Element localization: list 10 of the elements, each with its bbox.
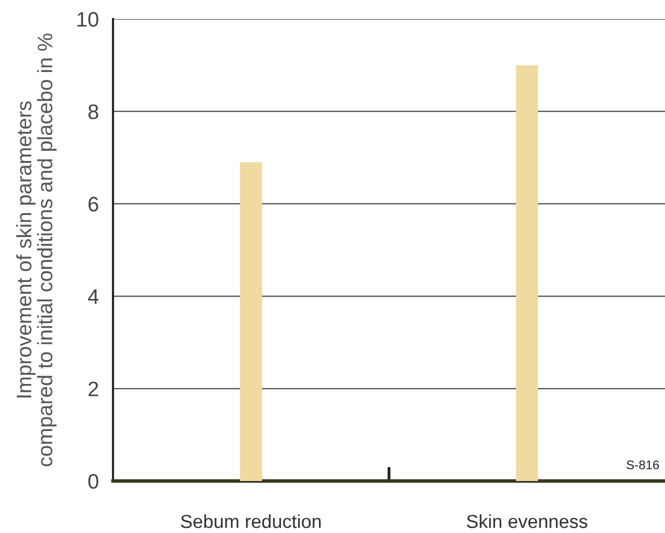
y-tick-label: 4 — [88, 289, 98, 304]
y-tick-label: 10 — [78, 12, 98, 27]
x-tick-label: Skin evenness — [466, 514, 588, 528]
y-axis-title: Improvement of skin parameters compared to initial conditions and placebo in % — [16, 34, 56, 466]
y-tick-label: 2 — [88, 382, 98, 396]
x-tick-label: Sebum reduction — [180, 514, 321, 528]
y-tick-label: 0 — [88, 474, 98, 489]
y-tick-label: 6 — [88, 196, 98, 212]
annotation: S-816 — [626, 460, 659, 470]
y-tick-label: 8 — [88, 104, 98, 120]
